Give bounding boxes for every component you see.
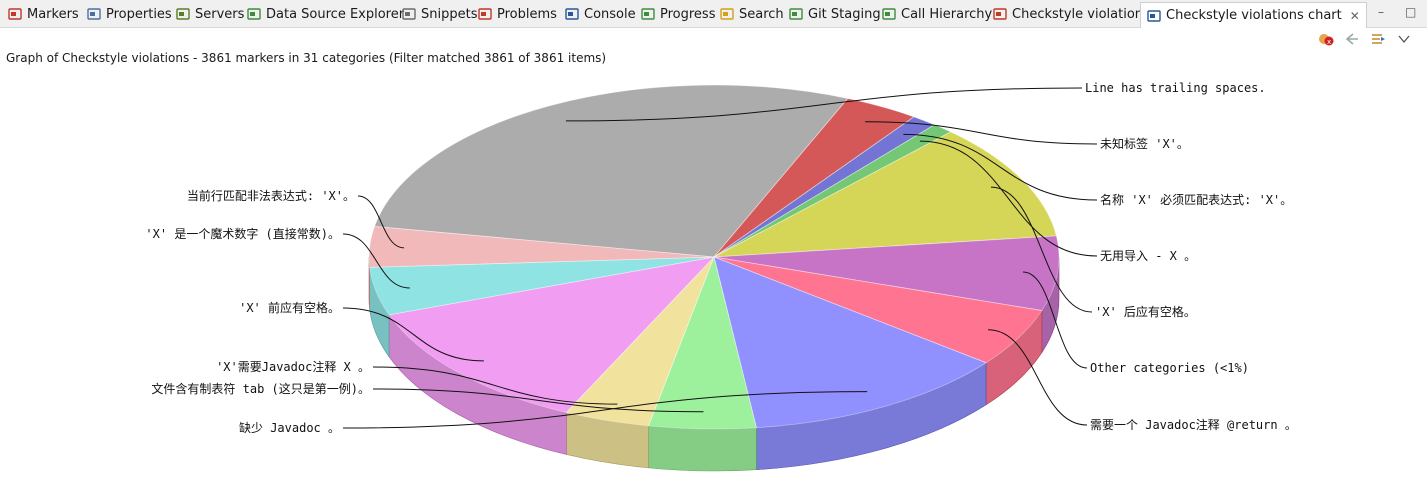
slice-label: Line has trailing spaces. — [1085, 81, 1266, 95]
svg-text:x: x — [1327, 38, 1331, 46]
slice-label: 文件含有制表符 tab (这只是第一例)。 — [151, 381, 370, 396]
tab-properties[interactable]: Properties — [87, 3, 172, 25]
pie-slice — [388, 256, 716, 413]
tab-label: Markers — [27, 6, 79, 22]
slice-label: 缺少 Javadoc 。 — [239, 420, 340, 435]
git-staging-icon — [789, 7, 803, 21]
pie-slice-side — [648, 425, 757, 472]
leader-line — [342, 307, 484, 362]
view-tab-bar: Markers Properties Servers Data Source Expl… — [0, 0, 1427, 28]
tab-label: Checkstyle violations chart — [1166, 8, 1342, 23]
tab-label: Search — [739, 6, 784, 22]
slice-label: 需要一个 Javadoc注释 @return 。 — [1090, 417, 1297, 432]
slice-label: 'X' 是一个魔术数字 (直接常数)。 — [145, 226, 340, 241]
pie-slice — [368, 226, 715, 268]
filter-toggle-icon[interactable] — [1370, 31, 1386, 47]
chart-icon — [1147, 9, 1161, 23]
tab-checkstyle-violations[interactable]: Checkstyle violations — [993, 3, 1150, 25]
database-icon — [247, 7, 261, 21]
slice-label: Other categories (<1%) — [1090, 361, 1249, 375]
tab-problems[interactable]: Problems — [478, 3, 557, 25]
slice-label: 未知标签 'X'。 — [1100, 136, 1189, 151]
tab-snippets[interactable]: Snippets — [402, 3, 477, 25]
maximize-icon[interactable]: □ — [1405, 5, 1417, 19]
leader-line — [342, 233, 410, 289]
slice-label: 'X' 前应有空格。 — [239, 300, 340, 315]
snippets-icon — [402, 7, 416, 21]
slice-label: 'X' 后应有空格。 — [1095, 304, 1196, 319]
problems-icon — [478, 7, 492, 21]
properties-icon — [87, 7, 101, 21]
tab-label: Data Source Explorer — [266, 6, 405, 22]
close-tab-icon[interactable]: ✕ — [1349, 8, 1360, 23]
minimize-icon[interactable]: – — [1378, 5, 1384, 19]
slice-label: 'X'需要Javadoc注释 X 。 — [216, 359, 370, 374]
console-icon — [565, 7, 579, 21]
chart-summary-heading: Graph of Checkstyle violations - 3861 ma… — [6, 51, 607, 65]
leader-line — [991, 186, 1093, 313]
pie-slice — [713, 131, 1057, 258]
leader-line — [342, 391, 868, 429]
leader-line — [372, 366, 618, 405]
leader-line — [372, 388, 704, 413]
leader-line — [1023, 271, 1088, 369]
tab-search[interactable]: Search — [720, 3, 784, 25]
leader-line — [565, 87, 1083, 122]
slice-label: 当前行匹配非法表达式: 'X'。 — [187, 188, 355, 203]
tab-console[interactable]: Console — [565, 3, 636, 25]
tab-label: Call Hierarchy — [901, 6, 993, 22]
tab-servers[interactable]: Servers — [176, 3, 244, 25]
markers-icon — [8, 7, 22, 21]
tab-call-hierarchy[interactable]: Call Hierarchy — [882, 3, 992, 25]
pie-slice — [373, 84, 849, 258]
tab-label: Git Staging — [808, 6, 881, 22]
checkstyle-icon — [993, 7, 1007, 21]
slice-label: 无用导入 - X 。 — [1100, 249, 1196, 263]
tab-checkstyle-violations-chart[interactable]: Checkstyle violations chart ✕ — [1140, 2, 1367, 28]
tab-label: Snippets — [421, 6, 478, 22]
view-toolbar: x — [1318, 30, 1412, 48]
tab-label: Progress — [660, 6, 716, 22]
tab-git-staging[interactable]: Git Staging — [789, 3, 881, 25]
leader-line — [903, 133, 1098, 201]
leader-line — [988, 329, 1088, 426]
back-arrow-icon[interactable] — [1344, 31, 1360, 47]
search-icon — [720, 7, 734, 21]
tab-markers[interactable]: Markers — [8, 3, 79, 25]
progress-icon — [641, 7, 655, 21]
call-hierarchy-icon — [882, 7, 896, 21]
servers-icon — [176, 7, 190, 21]
pie-slice — [713, 235, 1060, 311]
tab-label: Properties — [106, 6, 172, 22]
tab-label: Problems — [497, 6, 557, 22]
tab-label: Servers — [195, 6, 245, 22]
view-menu-chevron-down-icon[interactable] — [1396, 31, 1412, 47]
slice-label: 名称 'X' 必须匹配表达式: 'X'。 — [1100, 192, 1292, 207]
tab-label: Console — [584, 6, 636, 22]
tab-progress[interactable]: Progress — [641, 3, 715, 25]
leader-line — [865, 121, 1098, 145]
remove-filter-icon[interactable]: x — [1318, 31, 1334, 47]
pie-slice — [713, 256, 987, 429]
tab-label: Checkstyle violations — [1012, 6, 1150, 22]
leader-line — [357, 195, 405, 249]
leader-line — [919, 140, 1098, 257]
tab-data-source-explorer[interactable]: Data Source Explorer — [247, 3, 404, 25]
